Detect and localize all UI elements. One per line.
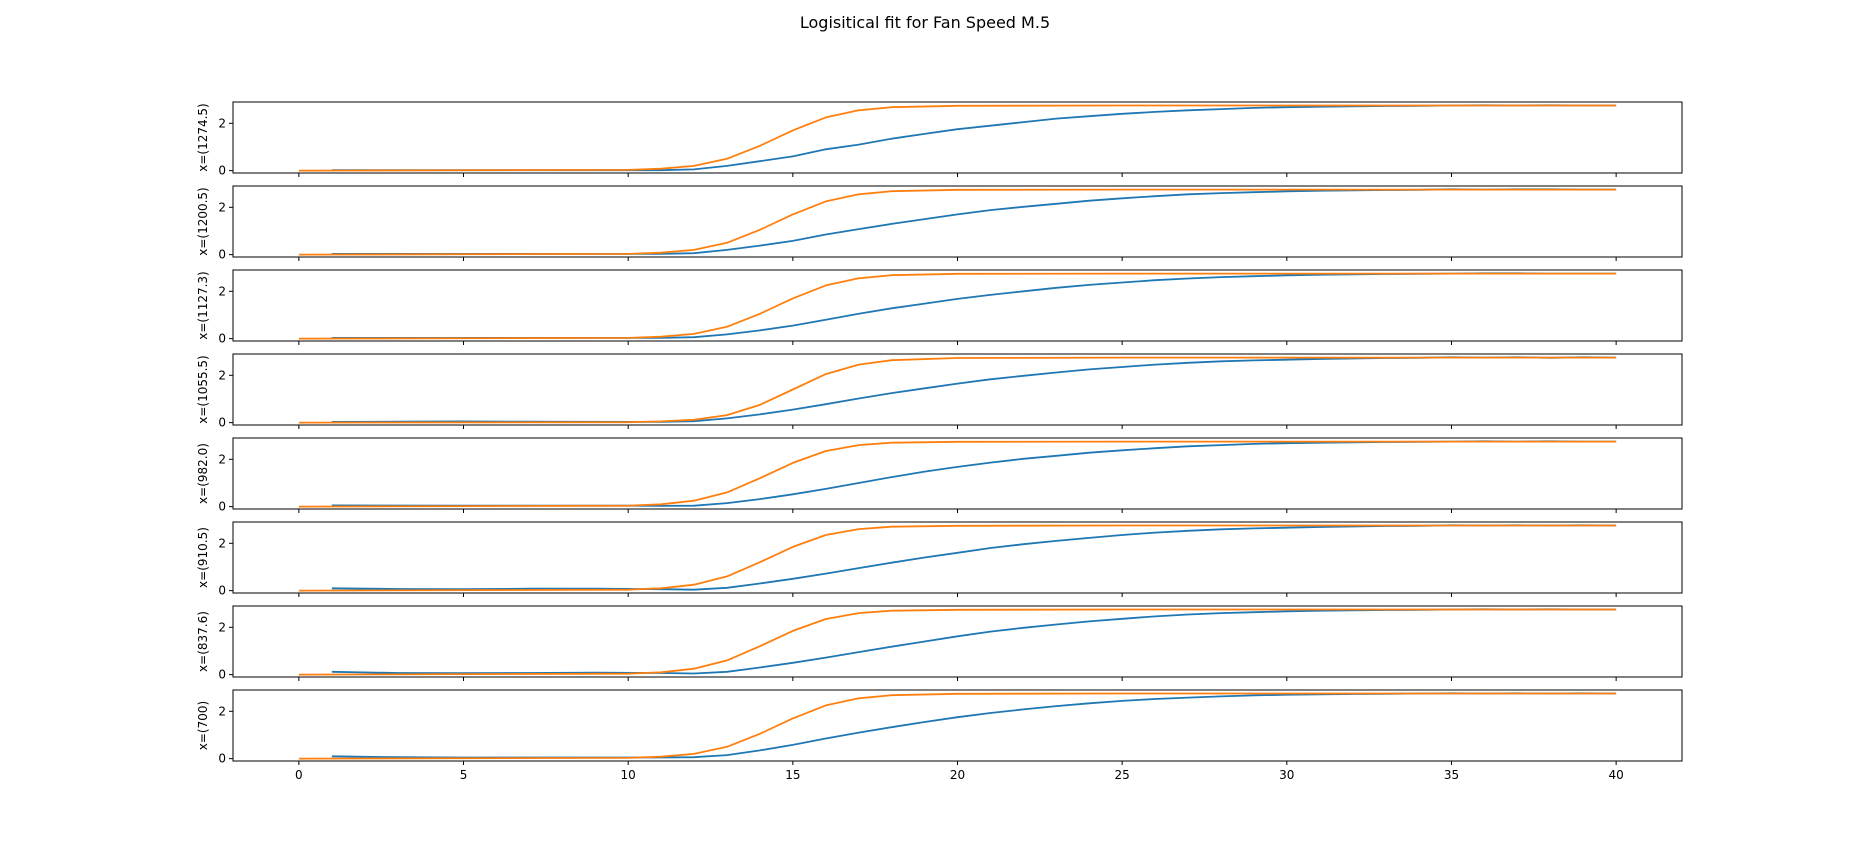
y-axis-label: x=(910.5)	[196, 527, 210, 588]
y-axis-label: x=(1055.5)	[196, 355, 210, 424]
series-line-fit	[298, 188, 1617, 256]
series-line-measured	[331, 692, 1617, 759]
y-tick-label: 0	[218, 248, 226, 262]
y-tick-label: 0	[218, 164, 226, 178]
figure-title: Logisitical fit for Fan Speed M.5	[800, 13, 1050, 32]
y-axis-label: x=(982.0)	[196, 443, 210, 504]
series-line-fit	[298, 440, 1617, 508]
series-line-measured	[331, 608, 1617, 675]
subplot-5: 0 2 x=(982.0)	[196, 437, 1683, 514]
x-tick-label: 25	[1115, 768, 1130, 782]
x-tick-label: 10	[621, 768, 636, 782]
subplot-3: 0 2 x=(1127.3)	[196, 269, 1683, 346]
x-tick-label: 0	[295, 768, 303, 782]
axes-frame	[232, 521, 1683, 594]
y-axis-label: x=(1200.5)	[196, 187, 210, 256]
series-line-fit	[298, 608, 1617, 676]
axes-frame	[232, 185, 1683, 258]
series-line-fit	[298, 692, 1617, 760]
axes-frame	[232, 353, 1683, 426]
y-tick-label: 0	[218, 752, 226, 766]
subplot-grid: 0 2 x=(1274.5) 0 2 x=(1200.5) 0 2 x=(1127.3) 0 2 x=…	[196, 101, 1683, 782]
y-tick-label: 2	[218, 452, 226, 466]
subplot-8: 020 5 10 15 20 25 30 35 40x=(700)	[196, 689, 1683, 782]
y-tick-label: 2	[218, 200, 226, 214]
y-tick-label: 2	[218, 536, 226, 550]
y-tick-label: 0	[218, 416, 226, 430]
subplot-1: 0 2 x=(1274.5)	[196, 101, 1683, 178]
series-line-measured	[331, 356, 1617, 423]
series-line-measured	[331, 524, 1617, 591]
y-tick-label: 0	[218, 668, 226, 682]
subplot-7: 0 2 x=(837.6)	[196, 605, 1683, 682]
x-tick-label: 30	[1279, 768, 1294, 782]
series-line-measured	[331, 104, 1617, 172]
y-tick-label: 2	[218, 620, 226, 634]
x-tick-label: 15	[785, 768, 800, 782]
subplot-6: 0 2 x=(910.5)	[196, 521, 1683, 598]
axes-frame	[232, 605, 1683, 678]
subplot-4: 0 2 x=(1055.5)	[196, 353, 1683, 430]
y-axis-label: x=(700)	[196, 701, 210, 750]
y-tick-label: 0	[218, 500, 226, 514]
axes-frame	[232, 101, 1683, 174]
series-line-measured	[331, 440, 1617, 507]
axes-frame	[232, 269, 1683, 342]
y-axis-label: x=(1274.5)	[196, 103, 210, 172]
x-tick-label: 5	[460, 768, 468, 782]
series-line-fit	[298, 104, 1617, 172]
x-tick-label: 20	[950, 768, 965, 782]
series-line-fit	[298, 524, 1617, 592]
x-tick-label: 35	[1444, 768, 1459, 782]
series-line-measured	[331, 272, 1617, 339]
y-axis-label: x=(1127.3)	[196, 271, 210, 340]
series-line-measured	[331, 188, 1617, 255]
y-tick-label: 0	[218, 332, 226, 346]
series-line-fit	[298, 356, 1617, 424]
subplot-2: 0 2 x=(1200.5)	[196, 185, 1683, 262]
y-tick-label: 2	[218, 704, 226, 718]
x-tick-label: 40	[1608, 768, 1623, 782]
series-line-fit	[298, 272, 1617, 340]
y-tick-label: 2	[218, 116, 226, 130]
axes-frame	[232, 437, 1683, 510]
y-tick-label: 2	[218, 368, 226, 382]
y-axis-label: x=(837.6)	[196, 611, 210, 672]
axes-frame	[232, 689, 1683, 762]
y-tick-label: 2	[218, 284, 226, 298]
y-tick-label: 0	[218, 584, 226, 598]
